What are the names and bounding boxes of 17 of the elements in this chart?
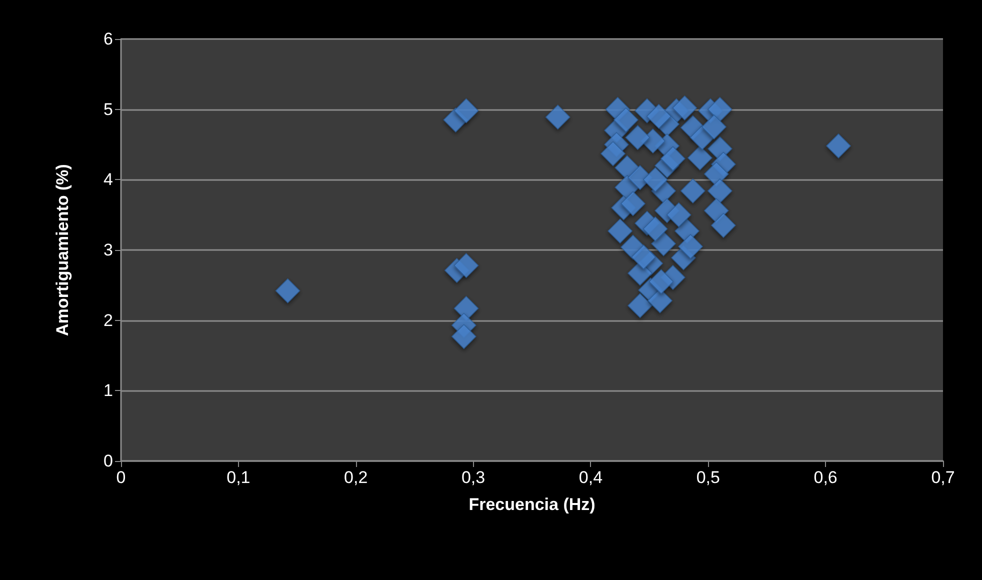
y-axis-title: Amortiguamiento (%) [53,164,72,336]
x-tick-label: 0,4 [578,468,603,487]
x-tick-label: 0,7 [931,468,955,487]
x-tick-label: 0,5 [696,468,720,487]
x-tick-label: 0,3 [461,468,486,487]
y-tick-label: 3 [104,240,113,260]
y-tick-label: 6 [104,30,113,48]
y-tick-label: 4 [104,170,113,190]
y-tick-label: 0 [104,452,113,470]
y-tick-label: 5 [104,100,113,119]
x-axis-title: Frecuencia (Hz) [468,495,596,514]
x-tick-label: 0,2 [344,468,368,487]
x-tick-label: 0,6 [814,468,838,487]
x-tick-label: 0,1 [226,468,250,487]
x-tick-label: 0 [116,468,126,487]
y-tick-label: 1 [104,381,113,400]
y-tick-label: 2 [104,310,113,330]
